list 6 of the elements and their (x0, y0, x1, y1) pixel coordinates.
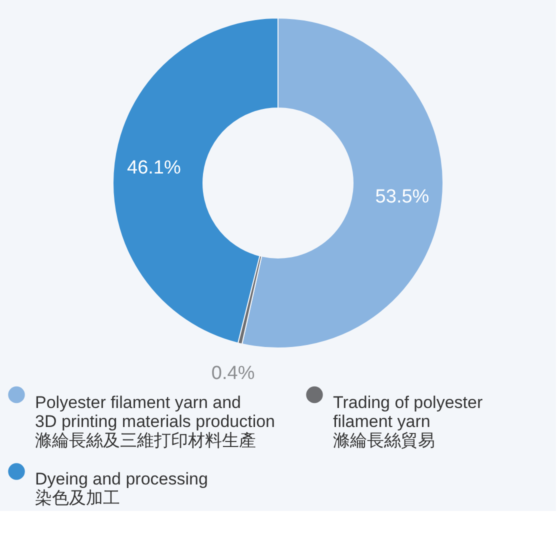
data-label: 0.4% (211, 362, 255, 384)
legend-label: Polyester filament yarn and 3D printing materials production 滌綸長絲及三維打印材料生產 (35, 392, 276, 450)
data-label: 53.5% (375, 186, 430, 208)
legend-label: Trading of polyester filament yarn 滌綸長絲貿易 (333, 392, 483, 450)
legend-label: Dyeing and processing 染色及加工 (35, 470, 208, 508)
data-label: 46.1% (127, 158, 181, 179)
